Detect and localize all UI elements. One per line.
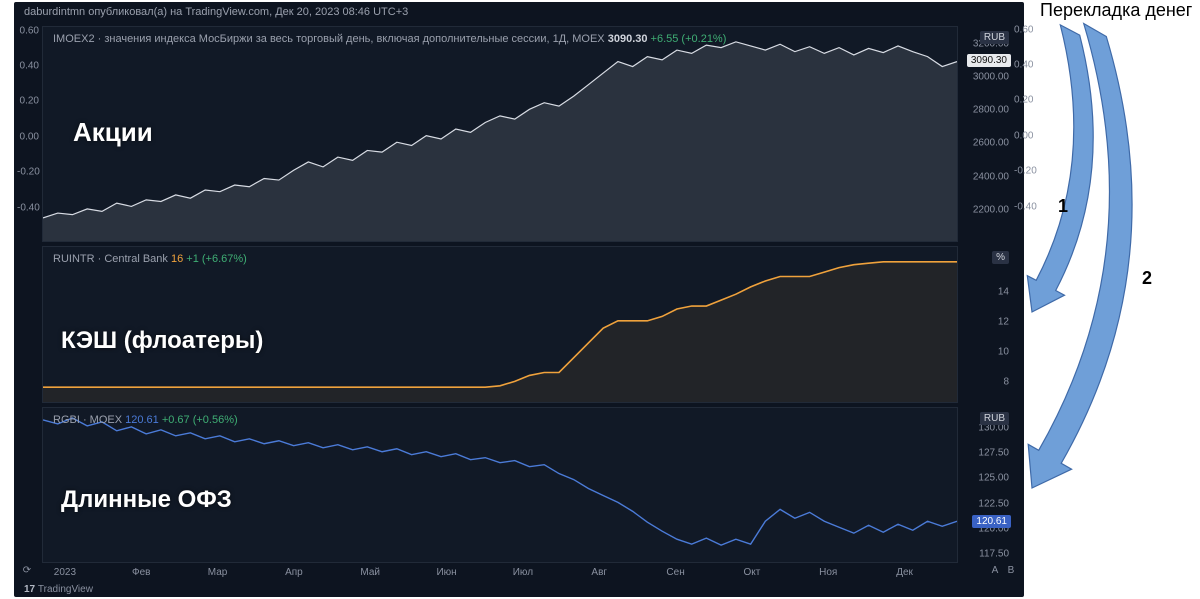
- publish-header: daburdintmn опубликовал(а) на TradingVie…: [14, 2, 1024, 20]
- x-tick: Май: [360, 567, 380, 578]
- y-tick: 2200.00: [973, 204, 1009, 215]
- y-tick: 3000.00: [973, 71, 1009, 82]
- x-tick: Ноя: [819, 567, 837, 578]
- outer-y-tick: -0.40: [17, 202, 39, 213]
- panel-title: IMOEX2 · значения индекса МосБиржи за ве…: [53, 33, 726, 45]
- x-tick: Окт: [743, 567, 760, 578]
- money-flow-title: Перекладка денег: [1040, 0, 1200, 21]
- x-tick: Авг: [591, 567, 607, 578]
- outer-y-tick: 0.60: [17, 25, 39, 36]
- outer-y-tick: 0.00: [17, 131, 39, 142]
- unit-badge: RUB: [980, 31, 1009, 44]
- charts-area: IMOEX2 · значения индекса МосБиржи за ве…: [42, 26, 962, 563]
- x-tick: Апр: [285, 567, 303, 578]
- chart-svg: [43, 408, 957, 562]
- outer-y-tick: 0.40: [17, 60, 39, 71]
- y-tick: 8: [1003, 376, 1009, 387]
- y-tick: 2800.00: [973, 105, 1009, 116]
- y-tick: 10: [998, 346, 1009, 357]
- y-tick: 2600.00: [973, 138, 1009, 149]
- value-badge: 120.61: [972, 515, 1011, 528]
- tv-footer: 17 TradingView: [24, 584, 93, 595]
- chart-svg: [43, 27, 957, 241]
- y-tick: 127.50: [978, 448, 1009, 459]
- outer-y-tick: 0.20: [17, 96, 39, 107]
- x-tick: Фев: [132, 567, 150, 578]
- tradingview-panel: daburdintmn опубликовал(а) на TradingVie…: [14, 2, 1024, 597]
- value-badge: 3090.30: [967, 54, 1011, 67]
- tv-brand: TradingView: [38, 584, 93, 595]
- y-tick: 117.50: [979, 548, 1009, 559]
- reset-zoom-icon[interactable]: ⟳: [20, 565, 34, 579]
- panel-title: RGBI · MOEX 120.61 +0.67 (+0.56%): [53, 414, 238, 426]
- chart-panel-p3[interactable]: RGBI · MOEX 120.61 +0.67 (+0.56%) Длинные…: [42, 407, 958, 563]
- outer-right-y-tick: -0.40: [1014, 201, 1037, 212]
- outer-right-y-tick: 0.60: [1014, 24, 1033, 35]
- outer-right-y-tick: -0.20: [1014, 166, 1037, 177]
- panel-title: RUINTR · Central Bank 16 +1 (+6.67%): [53, 253, 247, 265]
- x-tick: Сен: [666, 567, 684, 578]
- y-tick: 12: [998, 316, 1009, 327]
- outer-y-tick: -0.20: [17, 167, 39, 178]
- y-tick: 2400.00: [973, 171, 1009, 182]
- chart-panel-p2[interactable]: RUINTR · Central Bank 16 +1 (+6.67%) КЭШ …: [42, 246, 958, 403]
- x-tick: Июл: [513, 567, 533, 578]
- corner-b[interactable]: B: [1004, 565, 1018, 579]
- chart-svg: [43, 247, 957, 402]
- x-tick: Июн: [436, 567, 456, 578]
- arrow-label-2: 2: [1142, 268, 1152, 289]
- outer-right-y-tick: 0.00: [1014, 130, 1033, 141]
- y-tick: 125.00: [978, 473, 1009, 484]
- y-tick: 14: [998, 286, 1009, 297]
- panel-big-label: Длинные ОФЗ: [61, 486, 232, 514]
- x-axis: 2023 Фев Мар Апр Май Июн Июл Авг Сен Окт Ноя Дек: [42, 567, 958, 581]
- corner-a[interactable]: A: [988, 565, 1002, 579]
- arrow-label-1: 1: [1058, 196, 1068, 217]
- y-tick: 122.50: [978, 498, 1009, 509]
- unit-badge: RUB: [980, 412, 1009, 425]
- x-tick: Дек: [896, 567, 913, 578]
- panel-big-label: КЭШ (флоатеры): [61, 327, 263, 355]
- x-tick: 2023: [54, 567, 76, 578]
- unit-badge: %: [992, 251, 1009, 264]
- panel-big-label: Акции: [73, 117, 153, 148]
- chart-panel-p1[interactable]: IMOEX2 · значения индекса МосБиржи за ве…: [42, 26, 958, 242]
- x-tick: Мар: [208, 567, 228, 578]
- outer-right-y-tick: 0.40: [1014, 59, 1033, 70]
- tv-logo: 17: [24, 584, 38, 595]
- outer-right-y-tick: 0.20: [1014, 95, 1033, 106]
